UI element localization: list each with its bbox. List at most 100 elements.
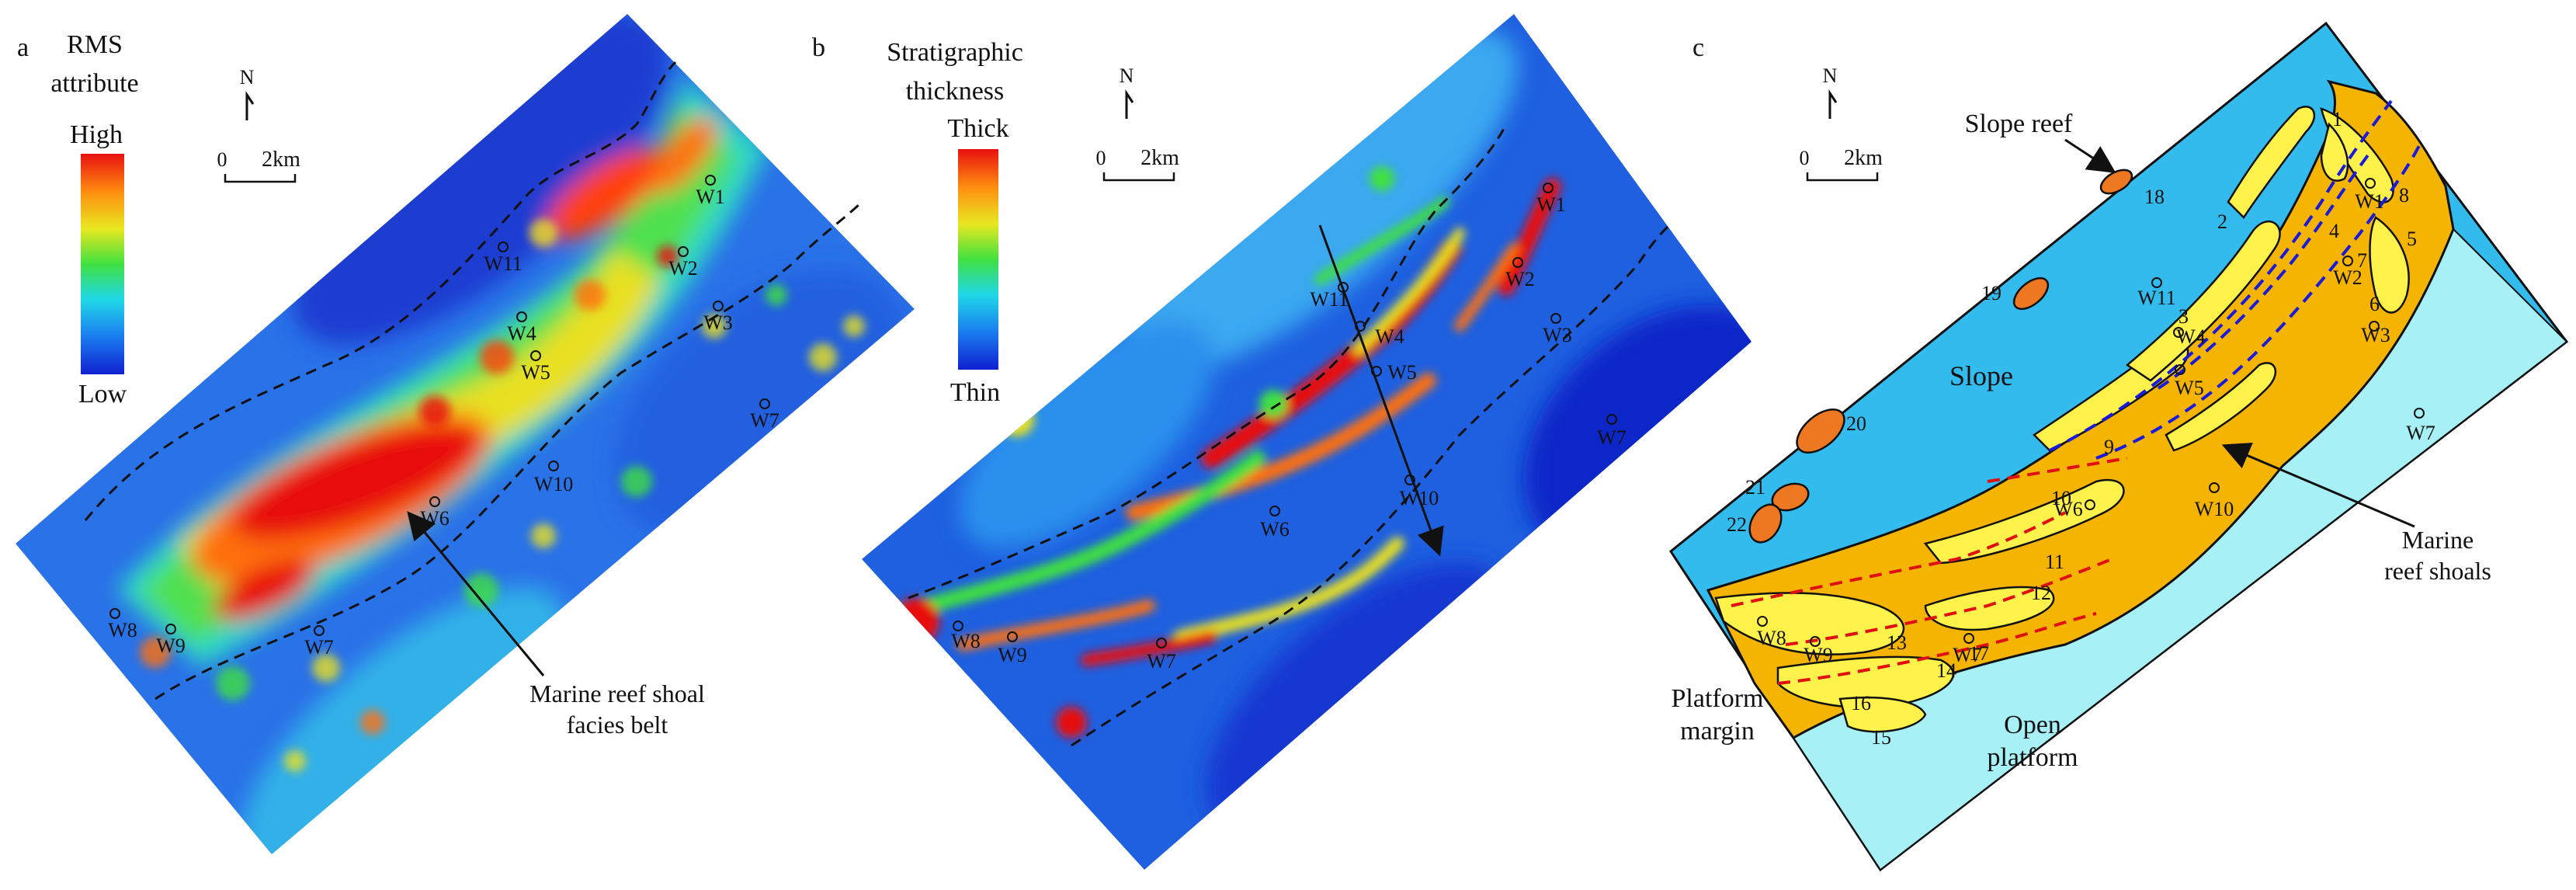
compass-b: N 0 2km — [1096, 64, 1179, 182]
facies-map: 1 2 3 4 5 6 7 8 9 10 11 12 13 14 15 16 1… — [1668, 21, 2569, 872]
well-marker: W10 — [534, 461, 573, 495]
thickness-boundary-b-north — [908, 123, 1508, 600]
label-reef-shoals-line2: reef shoals — [2384, 557, 2491, 585]
panel-letter-a: a — [17, 33, 29, 62]
legend-title-b-line2: thickness — [906, 77, 1005, 106]
svg-text:6: 6 — [2369, 293, 2380, 315]
well-marker: W11 — [484, 242, 522, 275]
well-marker: W8 — [108, 608, 137, 641]
slope-reef-19 — [2012, 276, 2050, 311]
scale-bar-c — [1806, 172, 1879, 182]
scale-zero-b: 0 — [1096, 147, 1106, 169]
slope-reef-18 — [2099, 169, 2133, 195]
slope-reef-20 — [1796, 408, 1845, 454]
well-marker: W4 — [507, 311, 536, 345]
scale-distance-c: 2km — [1844, 146, 1883, 170]
well-marker: W4 — [1355, 321, 1404, 348]
north-label-c: N — [1823, 64, 1838, 87]
well-marker: W7 — [1953, 633, 1982, 666]
well-marker: W10 — [1400, 475, 1439, 509]
svg-text:W7: W7 — [1953, 644, 1982, 666]
svg-text:5: 5 — [2407, 228, 2417, 250]
wells-c: W1 W2 W3 W4 W5 W6 W7 W7 W8 W9 W10 W11 — [1757, 178, 2435, 666]
panel-letter-b: b — [812, 33, 825, 62]
label-slope: Slope — [1949, 360, 2013, 391]
svg-text:14: 14 — [1936, 659, 1956, 682]
svg-text:W8: W8 — [1757, 627, 1786, 649]
legend-title-a-line1: RMS — [67, 30, 123, 59]
panel-c: c N 0 2km — [1668, 21, 2569, 872]
well-marker: W3 — [2361, 321, 2390, 346]
svg-text:9: 9 — [2104, 436, 2114, 458]
svg-text:W7: W7 — [750, 409, 779, 432]
label-open-platform-line2: platform — [1987, 743, 2078, 772]
well-marker: W5 — [2175, 364, 2204, 399]
svg-text:W2: W2 — [2333, 266, 2362, 289]
arrow-slope-reef — [2064, 138, 2116, 173]
svg-text:W1: W1 — [1536, 193, 1566, 216]
svg-text:W9: W9 — [156, 634, 186, 657]
scale-zero-a: 0 — [217, 148, 227, 171]
svg-text:4: 4 — [2329, 220, 2339, 242]
svg-text:16: 16 — [1851, 692, 1871, 714]
compass-a: N 0 2km — [217, 66, 300, 183]
well-marker: W5 — [1371, 361, 1417, 384]
svg-text:W9: W9 — [1804, 644, 1833, 666]
svg-text:W1: W1 — [696, 186, 725, 208]
color-ramp-a — [81, 154, 124, 374]
well-marker: W7 — [750, 398, 779, 432]
compass-c: N 0 2km — [1800, 64, 1883, 182]
svg-text:W5: W5 — [2175, 377, 2204, 399]
annotation-arrow-a — [407, 511, 545, 676]
well-marker: W11 — [2137, 277, 2176, 309]
svg-text:W7: W7 — [1597, 426, 1626, 449]
north-label-a: N — [240, 66, 255, 89]
stratigraphic-thickness-map — [862, 14, 1751, 870]
north-arrow-icon — [1125, 89, 1134, 119]
svg-text:20: 20 — [1846, 412, 1866, 435]
well-marker: W3 — [1543, 313, 1572, 346]
well-marker: W9 — [1804, 636, 1833, 666]
svg-text:10: 10 — [2051, 487, 2071, 509]
well-marker: W7 — [304, 625, 334, 659]
reef-shoal-light-patches — [1714, 106, 2410, 733]
facies-boundary-a-south — [154, 200, 863, 701]
svg-text:W3: W3 — [2361, 324, 2390, 346]
svg-text:3: 3 — [2178, 305, 2189, 328]
svg-text:W4: W4 — [507, 322, 536, 345]
north-arrow-icon — [1828, 89, 1838, 119]
svg-text:W11: W11 — [484, 252, 522, 275]
red-dashed-boundary-4 — [1987, 457, 2128, 483]
scale-bar-b — [1102, 172, 1175, 182]
well-marker: W11 — [1310, 282, 1349, 311]
north-label-b: N — [1120, 64, 1134, 87]
legend-high-a: High — [70, 120, 123, 149]
well-marker: W6 — [1260, 506, 1290, 541]
svg-text:W8: W8 — [108, 619, 137, 641]
color-ramp-b — [958, 149, 998, 370]
slope-reef-22 — [1748, 503, 1783, 544]
scale-distance-b: 2km — [1140, 146, 1179, 170]
svg-text:22: 22 — [1727, 513, 1747, 536]
svg-text:8: 8 — [2399, 184, 2409, 207]
svg-text:11: 11 — [2045, 551, 2064, 573]
scale-zero-c: 0 — [1800, 147, 1810, 169]
red-dashed-boundary-2 — [1785, 558, 2113, 646]
svg-text:W5: W5 — [1387, 361, 1417, 384]
red-dashed-boundary-3 — [1777, 612, 2097, 685]
svg-text:W1: W1 — [2355, 190, 2384, 213]
section-line-b — [1318, 224, 1444, 557]
well-marker: W8 — [1757, 616, 1786, 649]
svg-text:12: 12 — [2031, 582, 2051, 604]
label-platform-margin-line1: Platform — [1672, 684, 1764, 713]
well-marker: W4 — [2173, 325, 2206, 348]
svg-text:15: 15 — [1871, 726, 1891, 749]
arrow-reef-shoals — [2221, 442, 2415, 528]
svg-text:W2: W2 — [668, 257, 698, 280]
annotation-a-line2: facies belt — [567, 711, 668, 739]
svg-text:W3: W3 — [1543, 324, 1572, 346]
well-marker: W1 — [2355, 178, 2384, 213]
annotation-a-line1: Marine reef shoal — [529, 680, 705, 707]
svg-text:W7: W7 — [2406, 422, 2435, 444]
scale-bar-a — [224, 174, 297, 183]
